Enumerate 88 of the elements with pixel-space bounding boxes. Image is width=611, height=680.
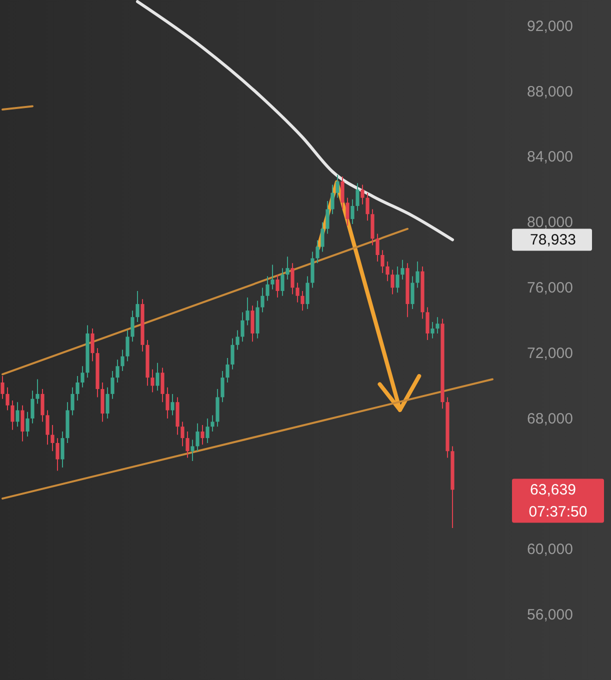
- candlestick: [396, 266, 400, 294]
- candlestick: [326, 200, 330, 234]
- candlestick: [430, 322, 434, 339]
- text: 63,639: [530, 482, 576, 499]
- candlestick: [186, 431, 190, 458]
- candlestick: [136, 290, 140, 323]
- candlestick: [426, 306, 430, 340]
- candlestick: [340, 176, 344, 210]
- candlestick: [110, 370, 114, 400]
- candlestick: [246, 297, 250, 326]
- candlestick: [46, 410, 50, 446]
- candlestick: [56, 438, 60, 472]
- candlestick: [76, 375, 80, 401]
- candlestick: [210, 414, 214, 432]
- candlestick: [200, 424, 204, 446]
- candlestick: [276, 274, 280, 298]
- candlestick: [286, 256, 290, 280]
- candlestick: [226, 357, 230, 383]
- candlestick: [130, 310, 134, 342]
- candlestick: [290, 262, 294, 295]
- candlestick: [266, 276, 270, 302]
- candlestick: [116, 359, 120, 383]
- y-tick-label: 68,000: [527, 410, 573, 428]
- candlestick: [166, 386, 170, 419]
- candlestick: [10, 400, 14, 430]
- candlestick: [90, 328, 94, 362]
- candlestick: [306, 276, 310, 310]
- candlestick: [106, 386, 110, 419]
- candlestick: [300, 290, 304, 312]
- candlestick: [220, 370, 224, 403]
- candlestick: [250, 305, 254, 342]
- y-tick-label: 88,000: [527, 83, 573, 100]
- candlestick: [280, 268, 284, 296]
- line-series: [136, 0, 454, 242]
- text: 78,933: [530, 232, 576, 249]
- candlestick: [380, 250, 384, 274]
- candlestick: [360, 184, 364, 205]
- y-tick-label: 76,000: [527, 279, 573, 296]
- candlestick: [376, 233, 380, 262]
- candlestick: [196, 422, 200, 452]
- candlestick: [170, 393, 174, 416]
- candlestick: [410, 276, 414, 310]
- candlestick: [30, 390, 34, 424]
- candlestick: [330, 184, 334, 215]
- candlestick: [80, 366, 84, 388]
- candlestick: [206, 418, 210, 444]
- candlestick: [416, 261, 420, 288]
- candlestick: [160, 367, 164, 403]
- candlestick: [390, 269, 394, 295]
- candlestick: [120, 349, 124, 372]
- text: 07:37:50: [528, 504, 588, 521]
- y-tick-label: 80,000: [527, 214, 573, 232]
- candlestick: [356, 182, 360, 212]
- y-tick-label: 72,000: [527, 344, 573, 362]
- candlestick: [16, 402, 20, 428]
- candlestick: [0, 375, 4, 400]
- candlestick: [156, 362, 160, 392]
- candlestick: [386, 261, 390, 282]
- candlestick: [20, 404, 24, 442]
- candlestick: [40, 388, 44, 422]
- candlestick: [350, 198, 354, 224]
- candlestick: [366, 192, 370, 222]
- y-tick-label: 92,000: [527, 18, 573, 35]
- candlestick: [336, 174, 340, 198]
- y-tick-label: 56,000: [527, 606, 573, 624]
- candlestick: [150, 368, 154, 393]
- candlestick: [316, 240, 320, 264]
- candlestick: [60, 431, 64, 468]
- candlestick: [6, 386, 10, 411]
- candlestick: [240, 312, 244, 342]
- candlestick: [230, 338, 234, 370]
- candlestick: [346, 197, 350, 226]
- candlestick: [270, 264, 274, 290]
- candlestick: [296, 282, 300, 303]
- candlestick: [436, 316, 440, 334]
- candlestick: [180, 421, 184, 447]
- candlestick: [36, 378, 40, 404]
- candlestick: [126, 330, 130, 362]
- y-tick-label: 60,000: [527, 541, 573, 558]
- candlestick: [26, 411, 30, 437]
- y-tick-label: 84,000: [527, 148, 573, 166]
- candlestick: [190, 439, 194, 462]
- candlestick: [70, 386, 74, 416]
- candlestick: [236, 330, 240, 350]
- candlestick: [260, 287, 264, 313]
- candlestick: [320, 222, 324, 252]
- candlestick: [400, 259, 404, 280]
- candlestick: [50, 424, 54, 452]
